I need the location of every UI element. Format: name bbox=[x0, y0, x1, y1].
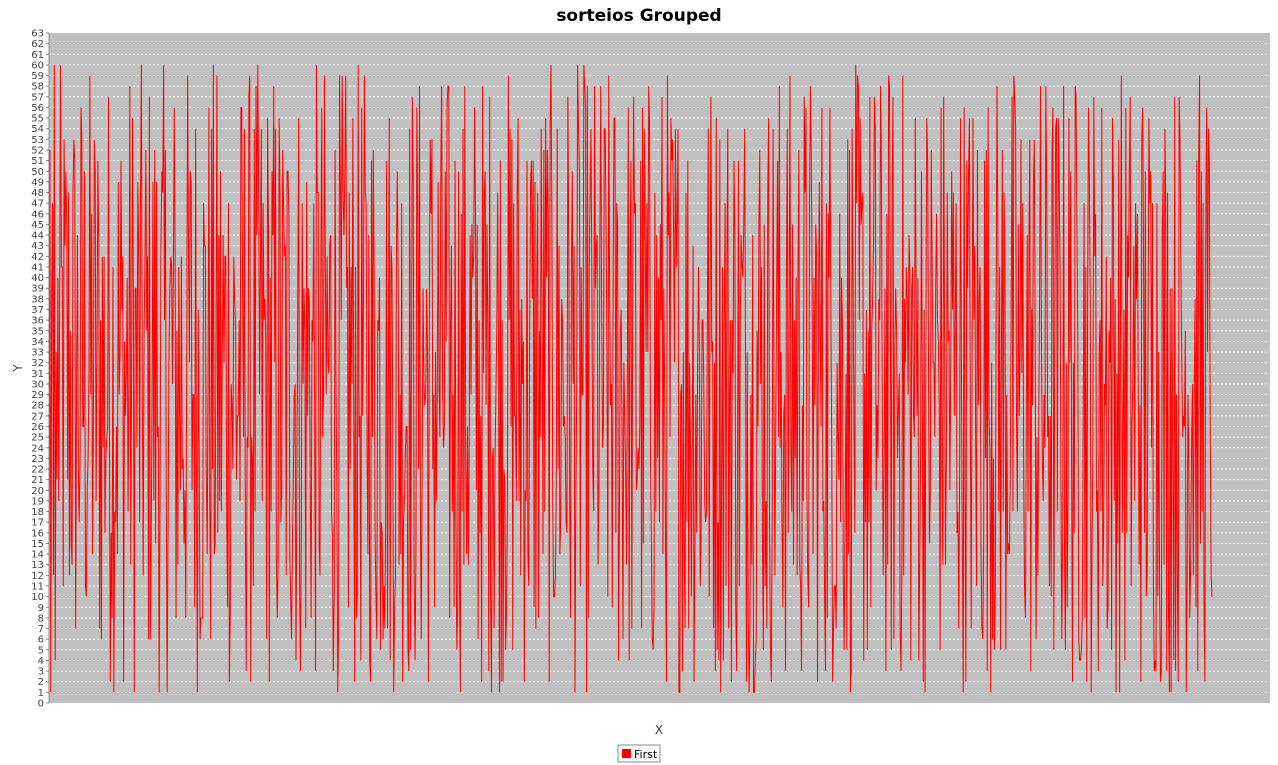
y-tick-label: 13 bbox=[31, 560, 44, 571]
y-tick-label: 60 bbox=[31, 60, 44, 71]
y-tick-label: 49 bbox=[31, 177, 44, 188]
y-tick-label: 53 bbox=[31, 135, 44, 146]
y-tick-label: 48 bbox=[31, 188, 44, 199]
series-group bbox=[48, 33, 1213, 703]
y-tick-label: 31 bbox=[31, 369, 44, 380]
chart-title: sorteios Grouped bbox=[556, 6, 721, 26]
y-tick-label: 19 bbox=[31, 496, 44, 507]
y-tick-label: 29 bbox=[31, 390, 44, 401]
y-tick-label: 58 bbox=[31, 82, 44, 93]
y-tick-label: 36 bbox=[31, 316, 44, 327]
y-tick-label: 7 bbox=[38, 624, 44, 635]
y-tick-label: 21 bbox=[31, 475, 44, 486]
y-tick-label: 32 bbox=[31, 358, 44, 369]
y-axis-label: Y bbox=[11, 364, 25, 373]
y-tick-label: 15 bbox=[31, 539, 44, 550]
y-tick-label: 40 bbox=[31, 273, 44, 284]
y-tick-label: 57 bbox=[31, 92, 44, 103]
y-tick-label: 44 bbox=[31, 231, 44, 242]
y-tick-label: 11 bbox=[31, 582, 44, 593]
y-tick-label: 46 bbox=[31, 209, 44, 220]
y-tick-label: 56 bbox=[31, 103, 44, 114]
y-axis-ticks: 0123456789101112131415161718192021222324… bbox=[31, 29, 49, 710]
y-tick-label: 37 bbox=[31, 305, 44, 316]
y-tick-label: 25 bbox=[31, 433, 44, 444]
y-tick-label: 39 bbox=[31, 284, 44, 295]
y-tick-label: 9 bbox=[38, 603, 44, 614]
y-tick-label: 38 bbox=[31, 294, 44, 305]
y-tick-label: 17 bbox=[31, 518, 44, 529]
y-tick-label: 41 bbox=[31, 262, 44, 273]
y-tick-label: 52 bbox=[31, 145, 44, 156]
y-tick-label: 24 bbox=[31, 443, 44, 454]
legend-swatch-first bbox=[622, 749, 631, 758]
y-tick-label: 8 bbox=[38, 613, 44, 624]
y-tick-label: 16 bbox=[31, 528, 44, 539]
y-tick-label: 34 bbox=[31, 337, 44, 348]
y-tick-label: 5 bbox=[38, 645, 44, 656]
y-tick-label: 22 bbox=[31, 465, 44, 476]
y-tick-label: 43 bbox=[31, 241, 44, 252]
y-tick-label: 61 bbox=[31, 50, 44, 61]
y-tick-label: 4 bbox=[38, 656, 44, 667]
y-tick-label: 42 bbox=[31, 252, 44, 263]
y-tick-label: 14 bbox=[31, 550, 44, 561]
y-tick-label: 47 bbox=[31, 199, 44, 210]
y-tick-label: 30 bbox=[31, 379, 44, 390]
y-tick-label: 23 bbox=[31, 454, 44, 465]
y-tick-label: 18 bbox=[31, 507, 44, 518]
y-tick-label: 12 bbox=[31, 571, 44, 582]
y-tick-label: 54 bbox=[31, 124, 44, 135]
y-tick-label: 51 bbox=[31, 156, 44, 167]
y-tick-label: 3 bbox=[38, 667, 44, 678]
y-tick-label: 20 bbox=[31, 486, 44, 497]
y-tick-label: 0 bbox=[38, 699, 44, 710]
y-tick-label: 62 bbox=[31, 39, 44, 50]
y-tick-label: 59 bbox=[31, 71, 44, 82]
y-tick-label: 45 bbox=[31, 220, 44, 231]
y-tick-label: 26 bbox=[31, 422, 44, 433]
y-tick-label: 50 bbox=[31, 167, 44, 178]
y-tick-label: 2 bbox=[38, 677, 44, 688]
y-tick-label: 63 bbox=[31, 29, 44, 40]
legend-label-first: First bbox=[634, 748, 658, 761]
y-tick-label: 28 bbox=[31, 401, 44, 412]
series-line-first bbox=[48, 64, 1213, 693]
y-tick-label: 35 bbox=[31, 326, 44, 337]
legend: First bbox=[617, 744, 661, 763]
y-tick-label: 55 bbox=[31, 114, 44, 125]
y-tick-label: 6 bbox=[38, 635, 44, 646]
y-tick-label: 27 bbox=[31, 411, 44, 422]
y-tick-label: 1 bbox=[38, 688, 44, 699]
x-axis-label: X bbox=[655, 723, 663, 737]
y-tick-label: 10 bbox=[31, 592, 44, 603]
y-tick-label: 33 bbox=[31, 348, 44, 359]
